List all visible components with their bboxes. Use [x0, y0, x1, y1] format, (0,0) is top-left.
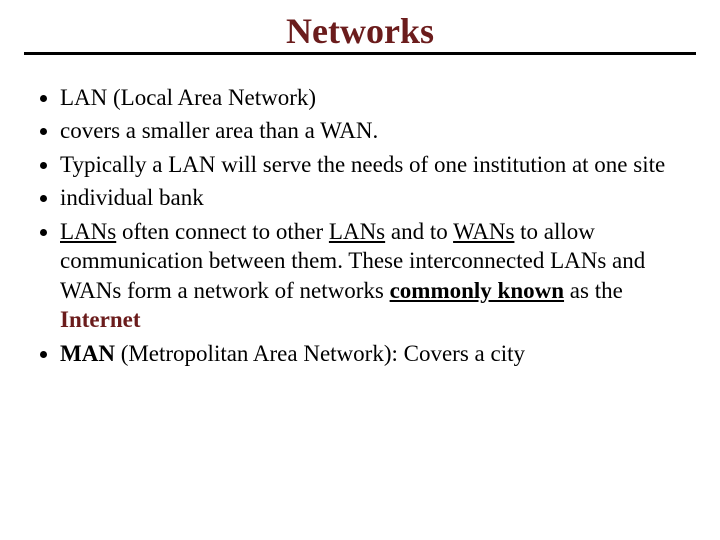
text-segment: LANs: [329, 219, 385, 244]
text-segment: LANs: [60, 219, 116, 244]
text-segment: individual bank: [60, 185, 204, 210]
text-segment: often connect to other: [116, 219, 329, 244]
bullet-item: individual bank: [60, 183, 696, 212]
text-segment: covers a smaller area than a WAN.: [60, 118, 378, 143]
bullet-item: LANs often connect to other LANs and to …: [60, 217, 696, 335]
bullet-item: MAN (Metropolitan Area Network): Covers …: [60, 339, 696, 368]
text-segment: WANs: [453, 219, 514, 244]
text-segment: commonly known: [390, 278, 564, 303]
bullet-item: covers a smaller area than a WAN.: [60, 116, 696, 145]
text-segment: and to: [385, 219, 453, 244]
text-segment: LAN (Local Area Network): [60, 85, 316, 110]
slide: Networks LAN (Local Area Network) covers …: [0, 0, 720, 540]
text-segment: Typically a LAN will serve the needs of …: [60, 152, 665, 177]
bullet-list: LAN (Local Area Network) covers a smaller…: [24, 83, 696, 368]
text-segment: (Metropolitan Area Network): Covers a ci…: [115, 341, 525, 366]
title-area: Networks: [24, 10, 696, 55]
slide-title: Networks: [286, 10, 434, 52]
text-segment: MAN: [60, 341, 115, 366]
text-segment: as the: [564, 278, 623, 303]
bullet-item: LAN (Local Area Network): [60, 83, 696, 112]
bullet-item: Typically a LAN will serve the needs of …: [60, 150, 696, 179]
text-segment: Internet: [60, 307, 140, 332]
